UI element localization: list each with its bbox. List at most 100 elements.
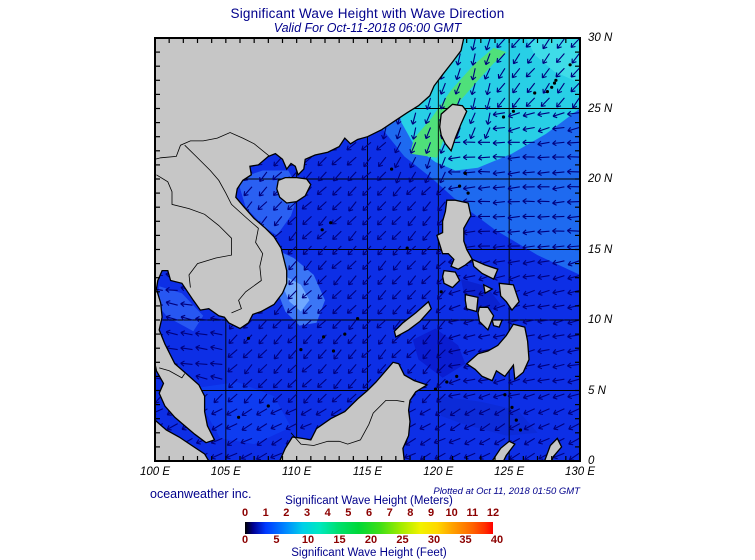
wave-arrow	[470, 53, 477, 66]
feet-scale-25: 25	[396, 534, 409, 546]
wave-arrow	[522, 273, 535, 280]
wave-arrow	[377, 304, 387, 315]
wave-arrow	[421, 393, 431, 404]
wave-arrow	[377, 290, 387, 301]
wave-arrow	[422, 319, 431, 330]
wave-arrow	[455, 53, 462, 66]
wave-arrow	[437, 319, 446, 330]
wave-arrow	[302, 319, 312, 329]
wave-arrow	[391, 275, 402, 285]
wave-arrow	[301, 201, 312, 210]
wave-arrow	[376, 171, 387, 181]
wave-arrow	[376, 186, 387, 196]
wave-arrow	[448, 289, 461, 296]
wave-arrow	[492, 333, 506, 340]
meters-scale-4: 4	[324, 507, 331, 519]
wave-arrow	[301, 363, 312, 373]
wave-arrow	[258, 319, 268, 330]
wave-arrow	[243, 393, 253, 404]
wave-arrow	[477, 139, 490, 146]
meters-scale-8: 8	[407, 507, 414, 519]
wave-arrow	[508, 423, 521, 431]
wave-arrow	[522, 139, 535, 146]
wave-arrow	[227, 349, 238, 358]
wave-arrow	[494, 408, 506, 416]
meters-scale-0: 0	[241, 507, 249, 519]
wave-arrow	[477, 333, 491, 340]
land-halmahera	[543, 437, 563, 461]
wave-arrow	[484, 53, 491, 66]
wave-arrow	[331, 156, 342, 166]
feet-scale-35: 35	[459, 534, 472, 546]
wave-arrow	[211, 423, 223, 431]
wave-arrow	[226, 437, 238, 446]
wave-arrow	[553, 408, 565, 416]
wave-arrow	[437, 201, 446, 212]
islet-dot	[466, 191, 470, 195]
wave-arrow	[256, 423, 268, 431]
wave-arrow	[436, 393, 446, 403]
islet-dot	[550, 85, 554, 89]
wave-arrow	[493, 304, 506, 311]
wave-arrow	[469, 82, 476, 96]
wave-arrow	[362, 245, 372, 256]
wave-arrow	[256, 452, 268, 461]
wave-arrow	[537, 348, 550, 355]
wave-arrow	[361, 141, 372, 151]
wave-arrow	[257, 363, 268, 374]
land-hainan	[276, 176, 312, 204]
wave-arrow	[556, 38, 565, 49]
wave-arrow	[315, 408, 327, 416]
meters-scale-12: 12	[486, 507, 500, 519]
land-sulawesi-arm	[491, 440, 516, 461]
wave-arrow	[273, 304, 283, 316]
land-bicol	[471, 258, 499, 280]
wave-arrow	[464, 408, 476, 416]
wave-arrow	[537, 243, 550, 250]
wave-arrow	[567, 378, 580, 385]
wave-arrow	[225, 423, 238, 431]
longitude-label-100E: 100 E	[139, 466, 171, 478]
wave-arrow	[241, 408, 253, 417]
legend-meters-label: Significant Wave Height (Meters)	[285, 495, 453, 507]
islet-dot	[510, 405, 514, 409]
wave-arrow	[508, 408, 521, 416]
wave-arrow	[449, 408, 461, 417]
wave-arrow	[347, 186, 357, 197]
wave-arrow	[424, 171, 431, 184]
wave-arrow	[424, 156, 432, 169]
wave-arrow	[317, 156, 327, 167]
wave-arrow	[421, 245, 431, 255]
wave-arrow	[552, 199, 565, 206]
wave-arrow	[470, 68, 477, 81]
wave-arrow	[492, 170, 505, 177]
wave-arrow	[435, 260, 446, 270]
wave-arrow	[332, 319, 342, 330]
wave-arrow	[566, 227, 580, 234]
wave-arrow	[377, 364, 387, 374]
wave-arrow	[462, 288, 476, 295]
wave-arrow	[165, 329, 178, 336]
wave-arrow	[226, 408, 238, 416]
wave-arrow	[272, 378, 283, 389]
islet-dot	[439, 290, 443, 294]
wave-arrow	[424, 112, 432, 125]
wave-arrow	[537, 303, 550, 310]
wave-arrow	[241, 423, 253, 431]
wave-arrow	[537, 126, 550, 134]
feet-scale-0: 0	[241, 534, 249, 546]
wave-arrow	[567, 214, 580, 221]
wave-arrow	[347, 245, 357, 256]
wave-arrow	[566, 139, 580, 146]
wave-arrow	[492, 228, 505, 235]
wave-arrow	[317, 364, 327, 374]
wave-arrow	[242, 349, 253, 359]
wave-arrow	[557, 82, 565, 94]
plotted-timestamp: Plotted at Oct 11, 2018 01:50 GMT	[433, 486, 580, 497]
wave-arrow	[552, 303, 565, 310]
wave-arrow	[552, 243, 565, 250]
wave-arrow	[317, 201, 327, 211]
wave-arrow	[479, 423, 491, 431]
wave-arrow	[469, 127, 476, 140]
wave-arrow	[392, 304, 402, 315]
